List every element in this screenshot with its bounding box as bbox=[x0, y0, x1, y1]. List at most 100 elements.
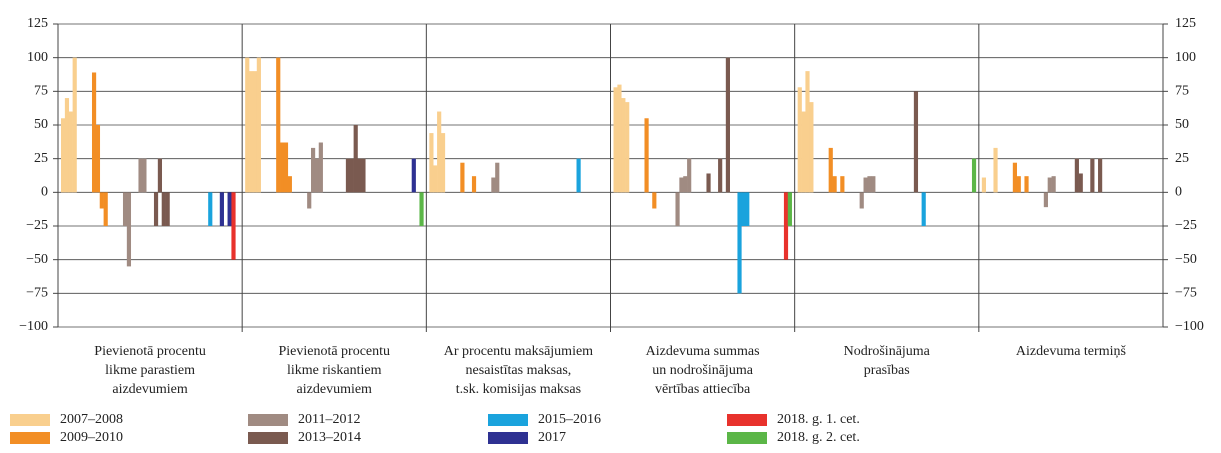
y-tick-label: 125 bbox=[27, 16, 48, 31]
bar bbox=[863, 177, 868, 193]
bar bbox=[971, 158, 977, 193]
bar bbox=[245, 57, 250, 193]
legend-swatch bbox=[488, 432, 528, 444]
bar bbox=[867, 176, 872, 193]
bar bbox=[95, 125, 101, 193]
x-tick-label: Ar procentu maksājumiem bbox=[444, 344, 593, 359]
bar bbox=[859, 192, 864, 209]
y-tick-label: −50 bbox=[26, 252, 48, 267]
bar bbox=[1043, 192, 1048, 208]
x-tick-label: Nodrošinājuma bbox=[844, 344, 931, 359]
bar bbox=[283, 142, 289, 193]
bar bbox=[345, 158, 351, 193]
y-tick-label-right: −25 bbox=[1175, 218, 1197, 233]
x-tick-label: aizdevumiem bbox=[112, 382, 188, 397]
y-tick-label-right: 75 bbox=[1175, 84, 1189, 99]
y-tick-label: −25 bbox=[26, 218, 48, 233]
bar bbox=[353, 125, 358, 193]
legend-swatch bbox=[727, 432, 767, 444]
bar bbox=[491, 177, 496, 193]
y-tick-label: −100 bbox=[19, 319, 48, 334]
bar bbox=[419, 192, 424, 226]
y-tick-label: 100 bbox=[27, 50, 48, 65]
bar bbox=[576, 158, 581, 193]
bar bbox=[625, 102, 630, 193]
bar bbox=[718, 158, 723, 193]
y-tick-label-right: −100 bbox=[1175, 319, 1204, 334]
bar bbox=[361, 158, 366, 193]
legend-label: 2013–2014 bbox=[298, 430, 361, 445]
bar bbox=[828, 147, 833, 193]
bar bbox=[142, 158, 147, 193]
bar bbox=[675, 192, 680, 226]
bar bbox=[64, 98, 70, 193]
bar bbox=[805, 71, 810, 193]
bar bbox=[256, 57, 261, 193]
bar bbox=[161, 192, 166, 226]
bar bbox=[307, 192, 312, 209]
legend-swatch bbox=[248, 432, 288, 444]
x-tick-label: t.sk. komisijas maksas bbox=[456, 382, 581, 397]
bar bbox=[1024, 176, 1029, 193]
bar bbox=[652, 192, 657, 209]
y-tick-label: 0 bbox=[41, 185, 48, 200]
legend-label: 2015–2016 bbox=[538, 412, 601, 427]
y-tick-label-right: 100 bbox=[1175, 50, 1196, 65]
bar bbox=[429, 133, 434, 193]
y-tick-label-right: 50 bbox=[1175, 117, 1189, 132]
bar bbox=[91, 72, 97, 193]
y-tick-label-right: 0 bbox=[1175, 185, 1182, 200]
bar bbox=[311, 147, 316, 193]
bar bbox=[231, 192, 236, 260]
bar bbox=[411, 158, 416, 193]
bar bbox=[745, 192, 750, 226]
bar bbox=[725, 57, 730, 193]
bar bbox=[617, 84, 622, 193]
bar bbox=[61, 118, 66, 193]
legend-swatch bbox=[10, 414, 50, 426]
bar bbox=[801, 111, 806, 193]
y-tick-label-right: −75 bbox=[1175, 286, 1197, 301]
legend-label: 2018. g. 2. cet. bbox=[777, 430, 860, 445]
bar bbox=[208, 192, 213, 226]
bar bbox=[252, 71, 258, 193]
bar bbox=[68, 111, 73, 193]
bar bbox=[280, 142, 285, 193]
bar bbox=[165, 192, 170, 226]
x-tick-label: Pievienotā procentu bbox=[94, 344, 206, 359]
bar bbox=[227, 192, 232, 226]
bar bbox=[440, 133, 446, 193]
x-tick-label: likme parastiem bbox=[105, 363, 195, 378]
legend-label: 2007–2008 bbox=[60, 412, 123, 427]
y-tick-label-right: −50 bbox=[1175, 252, 1197, 267]
legend-swatch bbox=[10, 432, 50, 444]
bar bbox=[287, 176, 292, 193]
bar bbox=[787, 192, 792, 226]
bar bbox=[349, 158, 354, 193]
y-tick-label-right: 25 bbox=[1175, 151, 1189, 166]
bar bbox=[1090, 158, 1095, 193]
bar bbox=[138, 158, 143, 193]
bar bbox=[219, 192, 224, 226]
x-tick-label: likme riskantiem bbox=[287, 363, 382, 378]
x-tick-label: prasības bbox=[864, 363, 910, 378]
bar bbox=[276, 57, 281, 193]
x-tick-label: aizdevumiem bbox=[297, 382, 373, 397]
legend-swatch bbox=[248, 414, 288, 426]
bar bbox=[1098, 158, 1103, 193]
bar bbox=[981, 177, 987, 193]
x-tick-label: Pievienotā procentu bbox=[278, 344, 390, 359]
bar bbox=[993, 147, 998, 193]
bar bbox=[1012, 162, 1017, 193]
bar bbox=[437, 111, 442, 193]
y-tick-label-right: 125 bbox=[1175, 16, 1196, 31]
legend-label: 2017 bbox=[538, 430, 566, 445]
bar bbox=[1074, 158, 1079, 193]
bar bbox=[1047, 177, 1052, 193]
bar bbox=[621, 98, 626, 193]
bar bbox=[840, 176, 845, 193]
bar bbox=[706, 173, 711, 193]
bar bbox=[495, 162, 500, 193]
legend-swatch bbox=[488, 414, 528, 426]
